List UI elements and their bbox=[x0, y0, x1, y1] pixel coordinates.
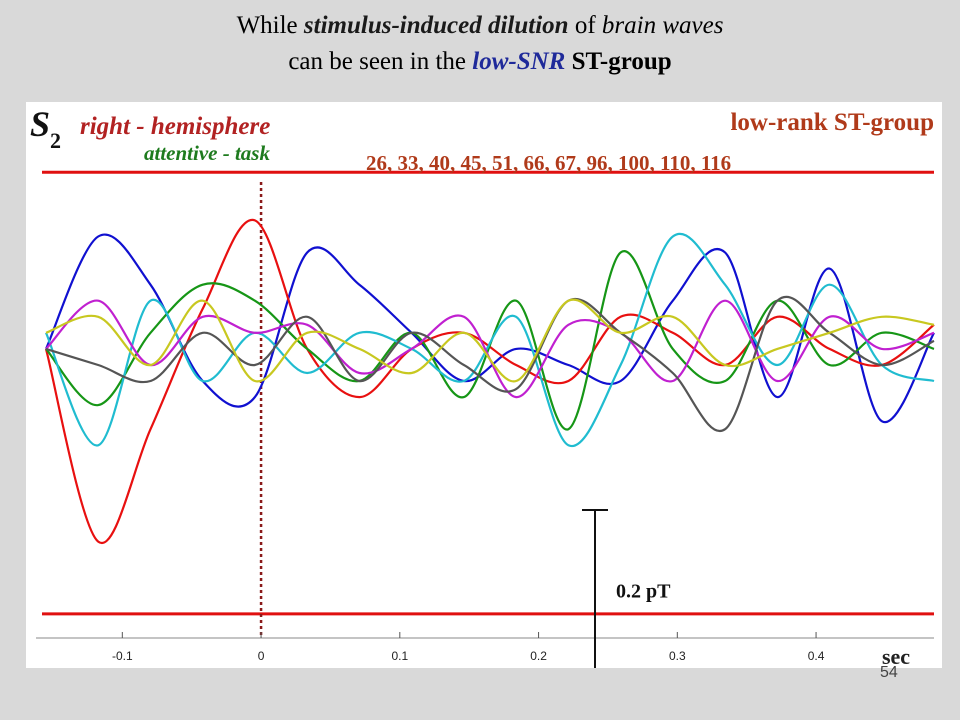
panel-label-subscript: 2 bbox=[50, 128, 61, 153]
waveform-series-1 bbox=[45, 233, 935, 424]
slide-title-line-2: can be seen in the low-SNR ST-group bbox=[0, 44, 960, 80]
x-tick-label: 0.2 bbox=[530, 649, 547, 663]
group-label: low-rank ST-group bbox=[730, 109, 934, 136]
title-emphasis-brain-waves: brain waves bbox=[601, 12, 724, 39]
title-text: of bbox=[568, 12, 602, 39]
meg-waveform-figure: -0.1 0 0.1 0.2 0.3 0.4 sec S 2 right - hemisphere… bbox=[26, 102, 942, 668]
slide-title: While stimulus-induced dilution of brain… bbox=[0, 8, 960, 80]
title-emphasis-low-snr: low-SNR bbox=[472, 48, 566, 75]
x-tick-label: -0.1 bbox=[112, 649, 133, 663]
page-number: 54 bbox=[880, 664, 898, 681]
title-text: While bbox=[236, 12, 304, 39]
waveform-series-6 bbox=[45, 295, 935, 433]
x-tick-label: 0 bbox=[258, 649, 265, 663]
title-emphasis-dilution: stimulus-induced dilution bbox=[303, 12, 569, 39]
title-text: can be seen in the bbox=[288, 48, 473, 75]
title-emphasis-st-group: ST-group bbox=[565, 48, 672, 75]
panel-label: S bbox=[30, 104, 50, 144]
x-tick-label: 0.3 bbox=[669, 649, 686, 663]
waveform-series-3 bbox=[45, 250, 935, 431]
waveform-series-7 bbox=[45, 298, 935, 383]
waveform-chart: -0.1 0 0.1 0.2 0.3 0.4 sec S 2 right - hemisphere… bbox=[30, 104, 935, 668]
x-tick-label: 0.4 bbox=[808, 649, 825, 663]
task-label: attentive - task bbox=[144, 141, 270, 165]
x-tick-label: 0.1 bbox=[391, 649, 408, 663]
x-axis-label: sec bbox=[882, 644, 910, 668]
subject-ids-label: 26, 33, 40, 45, 51, 66, 67, 96, 100, 110… bbox=[366, 151, 731, 175]
waveform-series-2 bbox=[44, 219, 935, 545]
scale-bar-label: 0.2 pT bbox=[616, 580, 671, 602]
waveform-series-5 bbox=[45, 299, 935, 399]
slide-title-line-1: While stimulus-induced dilution of brain… bbox=[0, 8, 960, 44]
hemisphere-label: right - hemisphere bbox=[80, 113, 270, 140]
